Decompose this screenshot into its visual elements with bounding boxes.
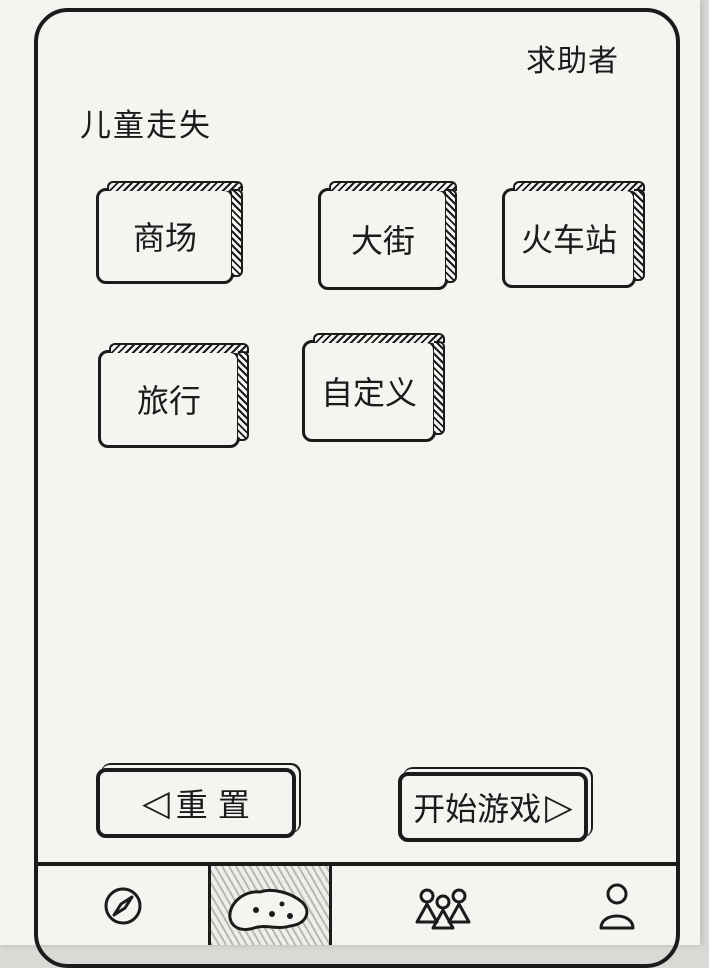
compass-icon	[104, 887, 142, 924]
tab-profile[interactable]	[558, 866, 676, 945]
tab-groups[interactable]	[378, 866, 508, 945]
start-label: 开始游戏	[413, 790, 542, 828]
reset-button[interactable]: ◁ 重 置	[96, 768, 296, 838]
page-title: 儿童走失	[80, 108, 212, 144]
scenario-label: 火车站	[520, 221, 617, 259]
scenario-label: 商场	[132, 219, 197, 257]
start-game-button[interactable]: 开始游戏 ▷	[398, 772, 588, 842]
helper-link[interactable]: 求助者	[526, 44, 619, 79]
scenario-custom-button[interactable]: 自定义	[302, 333, 445, 442]
scenario-travel-button[interactable]: 旅行	[98, 343, 249, 448]
scenario-label: 旅行	[136, 382, 201, 420]
tab-map[interactable]	[208, 866, 332, 945]
profile-icon	[599, 883, 635, 929]
reset-label: 重 置	[175, 786, 250, 824]
bottom-tab-bar	[38, 862, 676, 945]
scenario-label: 自定义	[320, 374, 417, 412]
scenario-street-button[interactable]: 大街	[318, 181, 457, 290]
scenario-train-station-button[interactable]: 火车站	[502, 181, 645, 288]
map-icon	[228, 888, 309, 931]
scenario-mall-button[interactable]: 商场	[96, 181, 243, 284]
scenario-label: 大街	[350, 222, 415, 260]
right-arrow-icon: ▷	[545, 786, 573, 828]
left-arrow-icon: ◁	[142, 782, 170, 824]
tab-discover[interactable]	[38, 866, 208, 945]
group-icon	[415, 888, 471, 929]
